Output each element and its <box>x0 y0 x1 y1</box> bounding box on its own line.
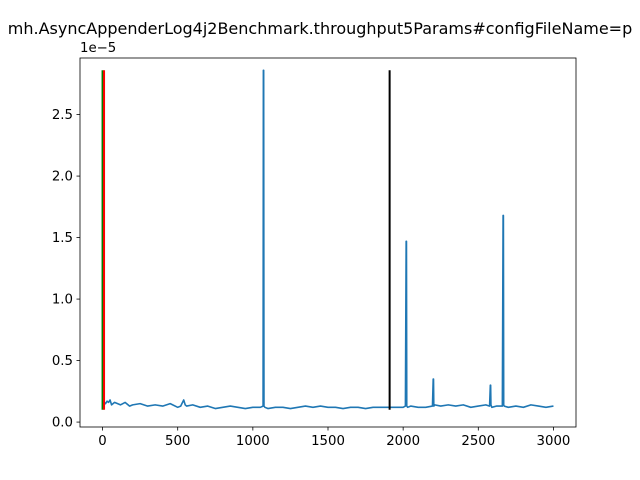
y-offset-label: 1e−5 <box>80 41 116 56</box>
x-tick-label: 1000 <box>236 434 270 449</box>
x-tick-label: 2000 <box>386 434 420 449</box>
x-tick-label: 500 <box>165 434 190 449</box>
y-tick-label: 0.5 <box>52 354 73 369</box>
y-tick-label: 1.0 <box>52 293 73 308</box>
chart-title: mh.AsyncAppenderLog4j2Benchmark.throughp… <box>8 19 632 38</box>
y-tick-label: 2.5 <box>52 108 73 123</box>
x-axis: 0 500 1000 1500 2000 2500 3000 <box>98 427 570 449</box>
x-tick-label: 2500 <box>461 434 495 449</box>
x-tick-label: 3000 <box>537 434 571 449</box>
y-tick-label: 2.0 <box>52 170 73 185</box>
x-tick-label: 0 <box>98 434 106 449</box>
axes-frame <box>79 57 577 428</box>
y-tick-label: 1.5 <box>52 231 73 246</box>
x-tick-label: 1500 <box>311 434 345 449</box>
y-tick-label: 0.0 <box>52 416 73 431</box>
y-axis: 0.0 0.5 1.0 1.5 2.0 2.5 <box>52 108 80 431</box>
series-line-0 <box>101 69 554 410</box>
